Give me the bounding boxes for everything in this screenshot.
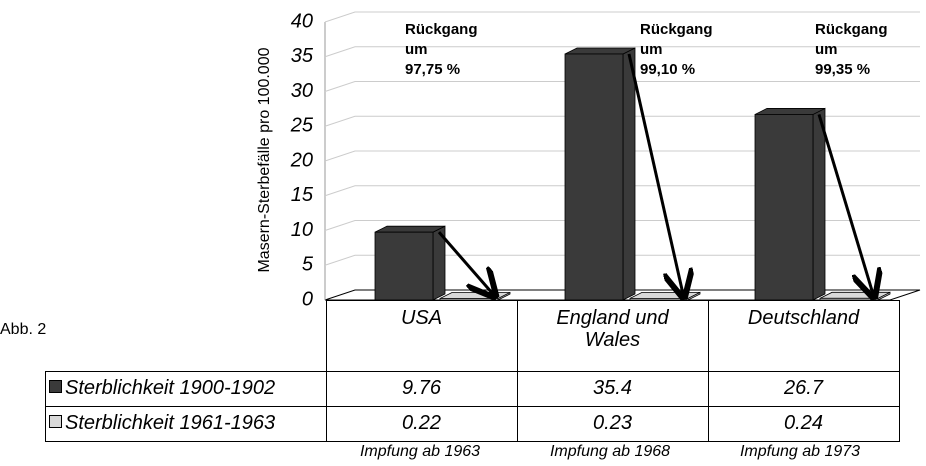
value-label: 0.24 bbox=[707, 405, 900, 442]
annotation: Rückgang um 99,10 % bbox=[640, 21, 713, 78]
grid-line bbox=[324, 150, 920, 162]
y-tick-label: 25 bbox=[290, 115, 314, 137]
annotation-line: um bbox=[815, 41, 838, 58]
grid-line bbox=[324, 185, 920, 197]
annotation-line: um bbox=[405, 41, 428, 58]
arrow bbox=[817, 114, 873, 294]
category-cell: Deutschland bbox=[707, 300, 900, 372]
annotation-line: 99,35 % bbox=[815, 61, 870, 78]
bar-side bbox=[622, 47, 636, 301]
y-tick-label: 40 bbox=[291, 10, 313, 32]
bar-top bbox=[564, 47, 636, 55]
footnote: Impfung ab 1963 bbox=[359, 443, 481, 460]
annotation-line: 99,10 % bbox=[640, 61, 695, 78]
y-axis-label: Masern-Sterbefälle pro 100.000 bbox=[256, 47, 273, 272]
grid-line bbox=[324, 254, 920, 266]
arrow bbox=[627, 53, 683, 294]
value-label: 0.23 bbox=[516, 405, 709, 442]
figure-label: Abb. 2 bbox=[0, 321, 46, 338]
value-label: 9.76 bbox=[325, 370, 518, 407]
value-label: 35.4 bbox=[516, 370, 709, 407]
x-tick-label: USA bbox=[400, 307, 443, 329]
annotation-line: Rückgang bbox=[640, 21, 713, 38]
annotation-line: Rückgang bbox=[405, 21, 478, 38]
grid-line bbox=[324, 115, 920, 127]
category-cell: England und Wales bbox=[516, 300, 709, 372]
bar-side bbox=[812, 107, 826, 301]
value-label: 0.22 bbox=[325, 405, 518, 442]
x-tick-label: England und Wales bbox=[556, 307, 669, 351]
y-tick-label: 30 bbox=[291, 80, 313, 102]
grid-line bbox=[324, 220, 920, 231]
legend-swatch bbox=[49, 415, 62, 428]
arrow bbox=[437, 231, 493, 294]
legend-label: Sterblichkeit 1900-1902 bbox=[65, 377, 276, 399]
legend-cell: Sterblichkeit 1900-1902 bbox=[45, 370, 327, 407]
annotation-line: um bbox=[640, 41, 663, 58]
bar-top bbox=[754, 108, 826, 115]
bar bbox=[754, 114, 814, 301]
x-tick-label: Deutschland bbox=[747, 307, 860, 329]
y-tick-label: 10 bbox=[291, 219, 313, 241]
y-tick-label: 20 bbox=[290, 149, 313, 171]
category-cell: USA bbox=[325, 300, 518, 372]
grid-line bbox=[324, 11, 920, 23]
bar bbox=[374, 231, 434, 301]
bar bbox=[564, 53, 624, 301]
annotation: Rückgang um 99,35 % bbox=[815, 21, 888, 78]
table-row: Sterblichkeit 1961-1963 0.22 0.23 0.24 bbox=[45, 405, 900, 442]
annotation-line: Rückgang bbox=[815, 21, 888, 38]
value-label: 26.7 bbox=[707, 370, 900, 407]
bar-top bbox=[629, 292, 701, 299]
footnote: Impfung ab 1968 bbox=[549, 443, 671, 460]
grid-line bbox=[324, 46, 920, 58]
bar-top bbox=[819, 291, 891, 299]
y-tick-label: 15 bbox=[291, 184, 314, 206]
annotation-line: 97,75 % bbox=[405, 61, 460, 78]
footnote: Impfung ab 1973 bbox=[739, 443, 861, 460]
y-tick-label: 35 bbox=[291, 45, 314, 67]
legend-swatch bbox=[49, 380, 62, 393]
bar-top bbox=[439, 292, 511, 299]
grid-line bbox=[324, 81, 920, 92]
table-header-row: USA England und Wales Deutschland bbox=[46, 300, 900, 372]
table-row: Sterblichkeit 1900-1902 9.76 35.4 26.7 bbox=[45, 370, 900, 407]
blank-cell bbox=[46, 301, 327, 372]
legend-cell: Sterblichkeit 1961-1963 bbox=[45, 405, 327, 442]
annotation: Rückgang um 97,75 % bbox=[405, 21, 478, 78]
legend-label: Sterblichkeit 1961-1963 bbox=[65, 412, 276, 434]
y-tick-label: 0 bbox=[302, 288, 313, 310]
y-tick-label: 5 bbox=[302, 254, 314, 276]
data-table: USA England und Wales Deutschland Sterblich… bbox=[45, 300, 900, 442]
bar-top bbox=[374, 225, 446, 233]
